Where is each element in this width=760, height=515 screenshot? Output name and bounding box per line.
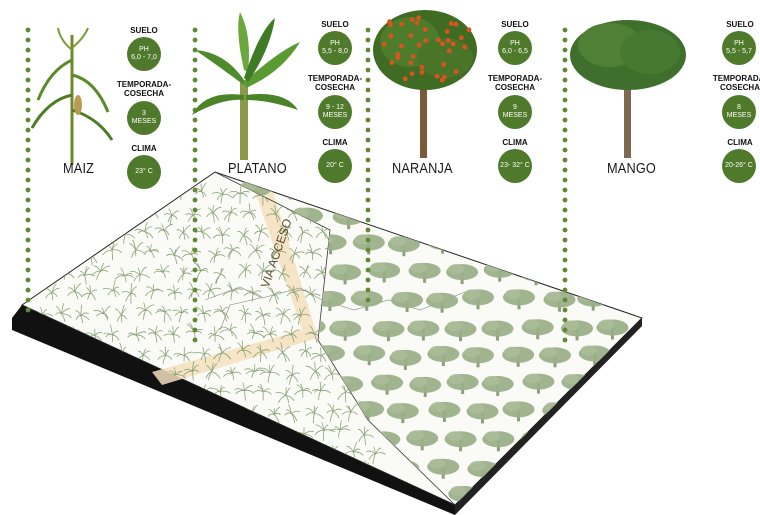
clima-value: 23- 32° C <box>500 161 530 169</box>
suelo-ph-badge: PH 6,0 - 6,5 <box>498 31 532 65</box>
clima-label: CLIMA <box>322 138 348 147</box>
clima-value: 20° C <box>326 161 344 169</box>
clima-label: CLIMA <box>727 138 753 147</box>
suelo-label: SUELO <box>321 20 349 29</box>
crop-name: NARANJA <box>392 160 453 177</box>
temporada-label-line2: COSECHA <box>123 89 164 98</box>
clima-badge: 20° C <box>318 149 352 183</box>
temporada-label: TEMPORADA- COSECHA <box>475 74 555 92</box>
suelo-label: SUELO <box>501 20 529 29</box>
plot-slab-edge <box>12 305 455 515</box>
ph-label: PH <box>734 39 744 47</box>
plot-surface <box>20 171 643 506</box>
ph-label: PH <box>330 39 340 47</box>
temporada-label-line2: COSECHA <box>494 83 535 92</box>
clima-value: 23° C <box>135 167 153 175</box>
harvest-badge: 9 MESES <box>498 95 532 129</box>
suelo-ph-badge: PH 5,5 - 8,0 <box>318 31 352 65</box>
harvest-badge: 8 MESES <box>722 95 756 129</box>
temporada-label-line2: COSECHA <box>719 83 760 92</box>
temporada-label-line1: TEMPORADA- <box>116 80 172 89</box>
temporada-label-line1: TEMPORADA- <box>712 74 760 83</box>
access-road <box>152 185 318 385</box>
column-separators <box>25 27 568 343</box>
corn-plant-illustration <box>30 27 114 165</box>
temporada-label-line2: COSECHA <box>314 83 355 92</box>
ph-range: 6,0 - 6,5 <box>502 48 528 55</box>
harvest-value: 8 <box>737 103 741 111</box>
temporada-label-line1: TEMPORADA- <box>307 74 363 83</box>
ph-label: PH <box>139 45 149 53</box>
harvest-unit: MESES <box>322 112 348 119</box>
clima-badge: 23° C <box>127 155 161 189</box>
ph-range: 6,0 - 7,0 <box>131 54 157 61</box>
suelo-label: SUELO <box>130 26 158 35</box>
suelo-label: SUELO <box>726 20 754 29</box>
crop-name: MAIZ <box>63 160 95 177</box>
harvest-value: 9 - 12 <box>326 103 344 111</box>
clima-badge: 23- 32° C <box>498 149 532 183</box>
temporada-label: TEMPORADA- COSECHA <box>295 74 375 92</box>
clima-value: 20-26° C <box>725 161 753 169</box>
temporada-label: TEMPORADA- COSECHA <box>104 80 184 98</box>
orange-tree-illustration <box>373 10 477 158</box>
ph-range: 5,5 - 5,7 <box>726 48 752 55</box>
ph-range: 5,5 - 8,0 <box>322 48 348 55</box>
temporada-label-line1: TEMPORADA- <box>487 74 543 83</box>
harvest-value: 9 <box>513 103 517 111</box>
zone-divider <box>214 171 456 506</box>
harvest-unit: MESES <box>726 112 752 119</box>
plot-slab-side <box>455 318 642 515</box>
crop-name: PLATANO <box>228 160 287 177</box>
suelo-ph-badge: PH 6,0 - 7,0 <box>127 37 161 71</box>
parcel-outline-2 <box>219 297 261 331</box>
harvest-unit: MESES <box>502 112 528 119</box>
clima-label: CLIMA <box>131 144 157 153</box>
clima-label: CLIMA <box>502 138 528 147</box>
harvest-badge: 9 - 12 MESES <box>318 95 352 129</box>
clima-badge: 20-26° C <box>722 149 756 183</box>
banana-plant-illustration <box>192 12 300 160</box>
mango-tree-illustration <box>570 20 686 158</box>
suelo-ph-badge: PH 5,5 - 5,7 <box>722 31 756 65</box>
temporada-label: TEMPORADA- COSECHA <box>700 74 760 92</box>
harvest-value: 3 <box>142 109 146 117</box>
ph-label: PH <box>510 39 520 47</box>
orange-fruits <box>381 15 472 83</box>
harvest-badge: 3 MESES <box>127 101 161 135</box>
crop-name: MANGO <box>607 160 657 177</box>
harvest-unit: MESES <box>131 118 157 125</box>
